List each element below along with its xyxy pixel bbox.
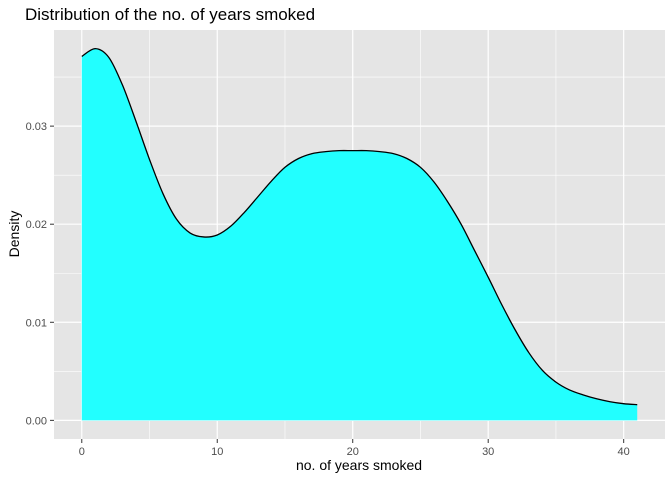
x-tick-label: 10 [211,446,223,458]
chart-title: Distribution of the no. of years smoked [25,5,315,24]
density-curve-line [81,47,638,406]
y-axis-title: Density [6,211,22,258]
x-axis-title: no. of years smoked [296,457,422,473]
x-tick-label: 0 [79,446,85,458]
x-tick-label: 40 [618,446,630,458]
y-tick-label: 0.03 [26,121,47,133]
y-tick-label: 0.01 [26,317,47,329]
y-tick-label: 0.00 [26,415,47,427]
x-tick-label: 30 [482,446,494,458]
density-area-fill [81,48,638,421]
x-tick-label: 20 [347,446,359,458]
y-tick-label: 0.02 [26,219,47,231]
plot-area: 0 10 20 30 40 0.00 0.01 0.02 0.03 [26,30,665,458]
